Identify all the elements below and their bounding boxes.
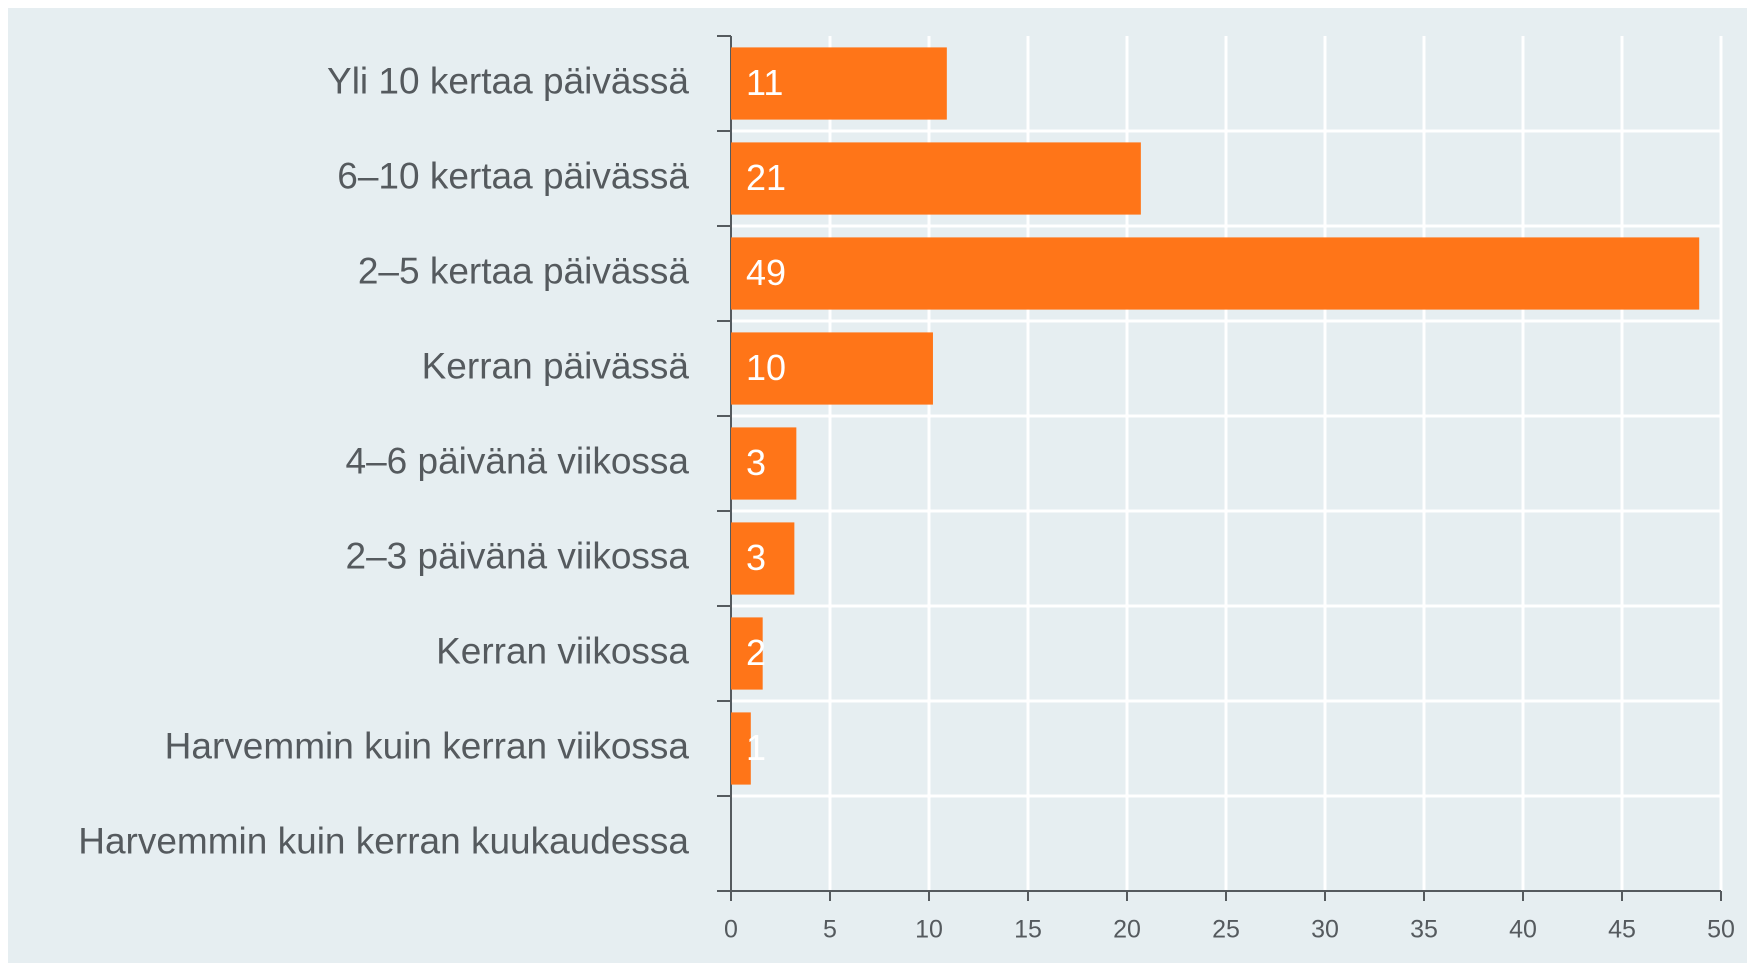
x-tick-label: 20 xyxy=(1113,916,1141,944)
bar xyxy=(731,142,1141,215)
x-tick-label: 35 xyxy=(1410,916,1438,944)
bar xyxy=(731,712,751,785)
bar xyxy=(731,332,933,405)
data-label: 21 xyxy=(746,157,786,198)
data-label: 10 xyxy=(746,347,786,388)
y-tick-label: 6–10 kertaa päivässä xyxy=(337,155,689,196)
x-tick-label: 15 xyxy=(1014,916,1042,944)
y-tick-label: Yli 10 kertaa päivässä xyxy=(327,60,689,101)
data-label: 11 xyxy=(746,62,783,103)
y-tick-label: Harvemmin kuin kerran viikossa xyxy=(165,725,690,766)
x-tick-label: 30 xyxy=(1311,916,1339,944)
y-tick-label: Kerran päivässä xyxy=(422,345,690,386)
data-label: 1 xyxy=(746,727,766,768)
y-tick-label: 4–6 päivänä viikossa xyxy=(346,440,690,481)
x-tick-label: 25 xyxy=(1212,916,1240,944)
x-tick-label: 10 xyxy=(915,916,943,944)
y-tick-label: 2–5 kertaa päivässä xyxy=(358,250,690,291)
x-tick-label: 0 xyxy=(724,916,738,944)
y-tick-label: 2–3 päivänä viikossa xyxy=(346,535,690,576)
data-label: 49 xyxy=(746,252,786,293)
x-tick-label: 40 xyxy=(1509,916,1537,944)
bar xyxy=(731,522,795,595)
y-tick-label: Harvemmin kuin kerran kuukaudessa xyxy=(78,820,689,861)
bar xyxy=(731,237,1700,310)
data-label: 3 xyxy=(746,442,766,483)
data-label: 2 xyxy=(746,632,766,673)
y-tick-label: Kerran viikossa xyxy=(436,630,689,671)
data-label: 3 xyxy=(746,537,766,578)
bar xyxy=(731,427,797,500)
x-tick-label: 5 xyxy=(823,916,837,944)
bar xyxy=(731,47,947,120)
x-tick-label: 50 xyxy=(1707,916,1735,944)
x-tick-label: 45 xyxy=(1608,916,1636,944)
bar xyxy=(731,617,763,690)
